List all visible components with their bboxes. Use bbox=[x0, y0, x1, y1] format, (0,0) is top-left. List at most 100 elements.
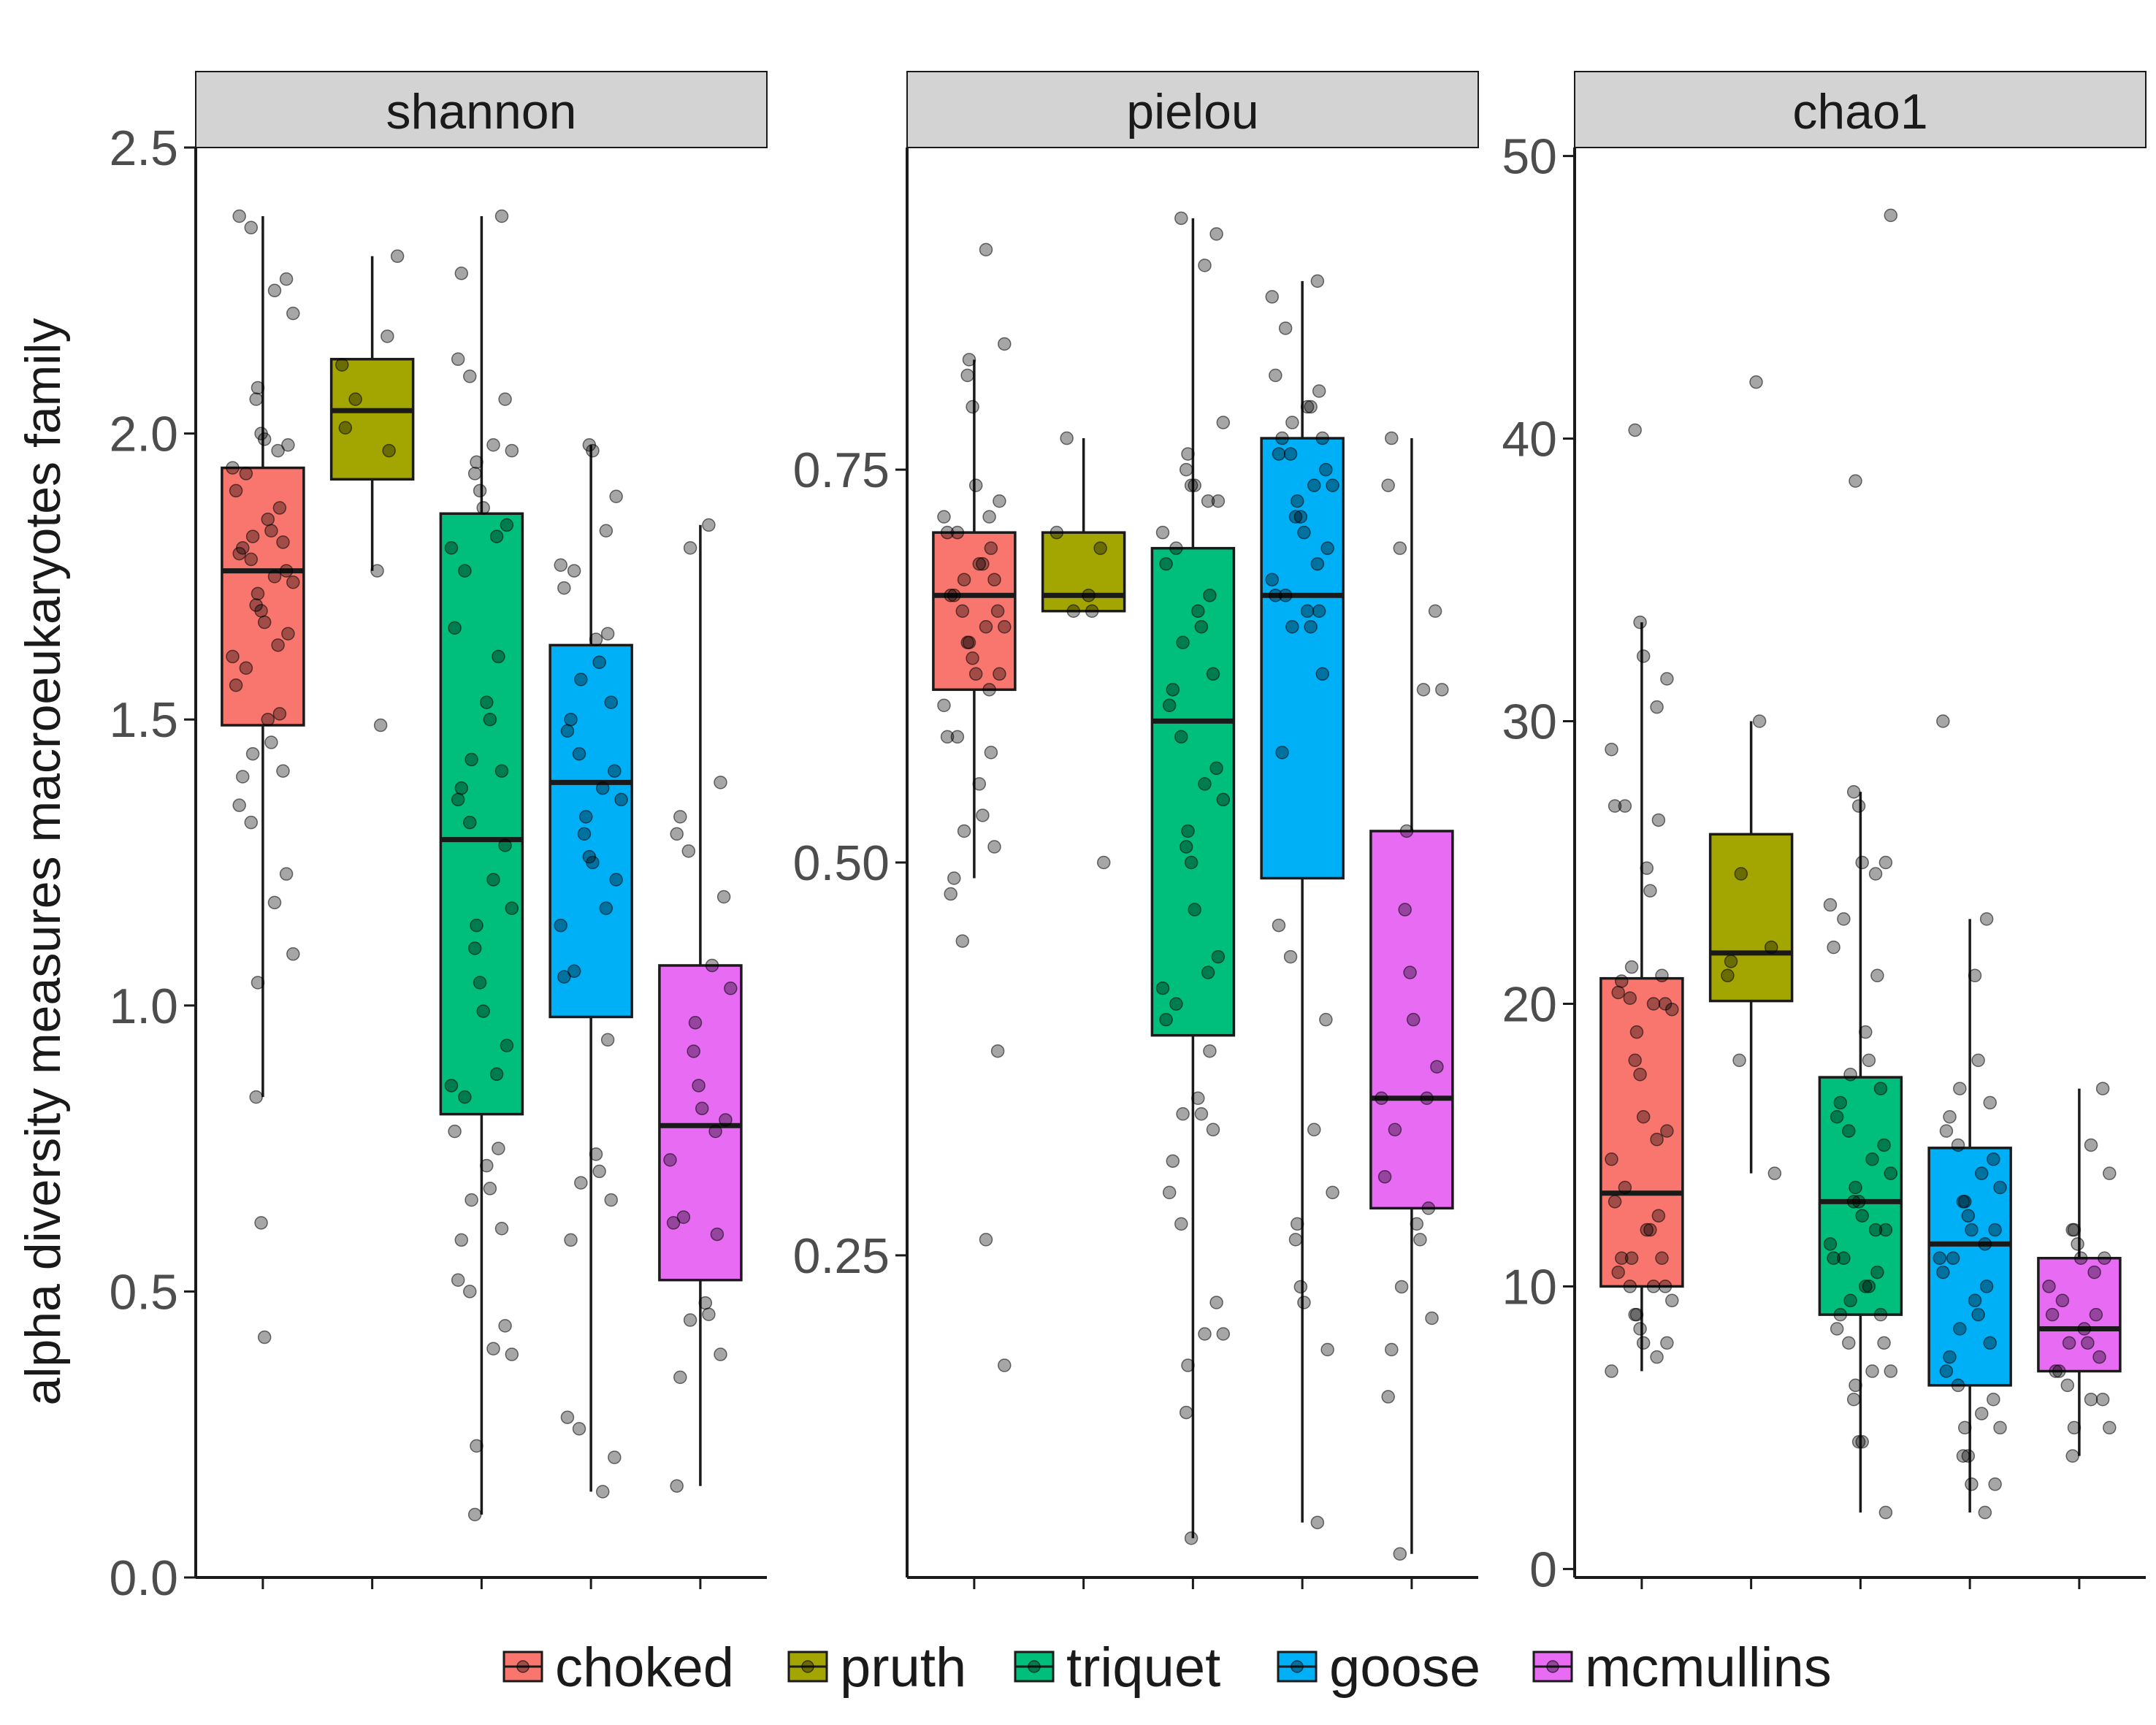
box-choked bbox=[932, 242, 1017, 1372]
data-point bbox=[683, 540, 697, 555]
data-point bbox=[454, 781, 469, 795]
data-point bbox=[1211, 494, 1226, 508]
data-point bbox=[1290, 494, 1304, 508]
data-point bbox=[1166, 1154, 1180, 1169]
data-point bbox=[1633, 1067, 1647, 1082]
data-point bbox=[483, 712, 497, 727]
data-point bbox=[1624, 960, 1639, 974]
data-point bbox=[574, 673, 588, 686]
data-point bbox=[1827, 1251, 1840, 1265]
box-triquet bbox=[1150, 211, 1236, 1545]
data-point bbox=[1855, 1209, 1869, 1223]
data-point bbox=[1650, 1132, 1664, 1147]
data-point bbox=[1993, 1420, 2007, 1435]
legend: choked pruth triquet goose mcmullins bbox=[502, 1637, 1832, 1699]
data-point bbox=[1319, 462, 1333, 477]
data-point bbox=[1623, 1280, 1637, 1293]
box-triquet bbox=[439, 209, 524, 1522]
data-point bbox=[1868, 867, 1883, 881]
data-point bbox=[1721, 968, 1735, 983]
data-point bbox=[1159, 556, 1173, 571]
data-point bbox=[1953, 1322, 1967, 1336]
data-point bbox=[505, 901, 519, 915]
data-point bbox=[1307, 1122, 1321, 1137]
data-point bbox=[1636, 649, 1651, 663]
data-point bbox=[338, 421, 353, 435]
data-point bbox=[1933, 1251, 1946, 1265]
data-point bbox=[683, 1313, 697, 1327]
data-point bbox=[2081, 1336, 2095, 1350]
data-point bbox=[483, 1182, 497, 1196]
data-point bbox=[1987, 1152, 2000, 1166]
data-point bbox=[950, 525, 965, 540]
data-point bbox=[279, 867, 294, 881]
data-point bbox=[1326, 1185, 1339, 1200]
data-point bbox=[1846, 1195, 1861, 1209]
data-point bbox=[1983, 1336, 1997, 1350]
data-point bbox=[2103, 1420, 2117, 1435]
data-point bbox=[465, 1193, 478, 1207]
data-point bbox=[261, 512, 275, 527]
data-point bbox=[1310, 274, 1325, 288]
data-point bbox=[1278, 588, 1293, 603]
data-point bbox=[1315, 431, 1329, 445]
data-point bbox=[494, 764, 509, 778]
data-point bbox=[1310, 1515, 1325, 1529]
data-point bbox=[960, 368, 974, 383]
data-point bbox=[1636, 1110, 1651, 1124]
data-point bbox=[2098, 1251, 2111, 1265]
data-point bbox=[944, 887, 957, 901]
data-point bbox=[1837, 912, 1851, 926]
data-point bbox=[1393, 1547, 1407, 1561]
data-point bbox=[1961, 1209, 1976, 1223]
data-point bbox=[577, 827, 592, 841]
facet-pielou-panel: pielou 0.25 0.50 0.75 bbox=[793, 71, 1479, 1589]
data-point bbox=[463, 370, 477, 383]
data-point bbox=[2089, 1307, 2103, 1322]
data-point bbox=[976, 808, 990, 822]
data-point bbox=[1293, 510, 1308, 524]
data-point bbox=[257, 1330, 272, 1345]
data-point bbox=[1936, 1265, 1950, 1280]
data-point bbox=[1315, 667, 1329, 681]
data-point bbox=[494, 1221, 509, 1236]
box-goose bbox=[1927, 714, 2012, 1520]
data-point bbox=[486, 1342, 500, 1355]
data-point bbox=[557, 970, 571, 984]
data-point bbox=[676, 1210, 691, 1224]
data-point bbox=[1198, 259, 1212, 272]
data-point bbox=[578, 810, 593, 824]
data-point bbox=[1188, 478, 1201, 492]
data-point bbox=[232, 798, 246, 812]
data-point bbox=[1293, 1280, 1308, 1294]
data-point bbox=[249, 392, 263, 406]
data-point bbox=[1993, 1180, 2007, 1195]
legend-key-point bbox=[1291, 1660, 1304, 1673]
data-point bbox=[1420, 1091, 1434, 1105]
data-point bbox=[1381, 1390, 1395, 1404]
data-point bbox=[1050, 525, 1064, 540]
data-point bbox=[1640, 1223, 1654, 1237]
data-point bbox=[1194, 620, 1209, 634]
box-mcmullins bbox=[2037, 1082, 2122, 1463]
data-point bbox=[1884, 1166, 1898, 1180]
legend-label: choked bbox=[555, 1637, 734, 1699]
data-point bbox=[244, 221, 259, 234]
data-point bbox=[236, 770, 250, 784]
data-point bbox=[979, 242, 993, 257]
data-point bbox=[1377, 1170, 1392, 1184]
data-point bbox=[1660, 672, 1674, 686]
box-goose bbox=[548, 438, 633, 1499]
data-point bbox=[467, 1507, 482, 1522]
data-point bbox=[498, 392, 512, 406]
legend-item-triquet: triquet bbox=[1014, 1637, 1220, 1699]
y-tick-label: 1.5 bbox=[109, 692, 178, 748]
data-point bbox=[1181, 447, 1195, 461]
data-point bbox=[1307, 478, 1321, 492]
legend-key-point bbox=[516, 1660, 530, 1673]
y-tick-label: 0.50 bbox=[793, 835, 890, 891]
data-point bbox=[987, 840, 1001, 854]
data-point bbox=[998, 337, 1012, 351]
data-point bbox=[498, 838, 512, 852]
data-point bbox=[2095, 1082, 2110, 1095]
